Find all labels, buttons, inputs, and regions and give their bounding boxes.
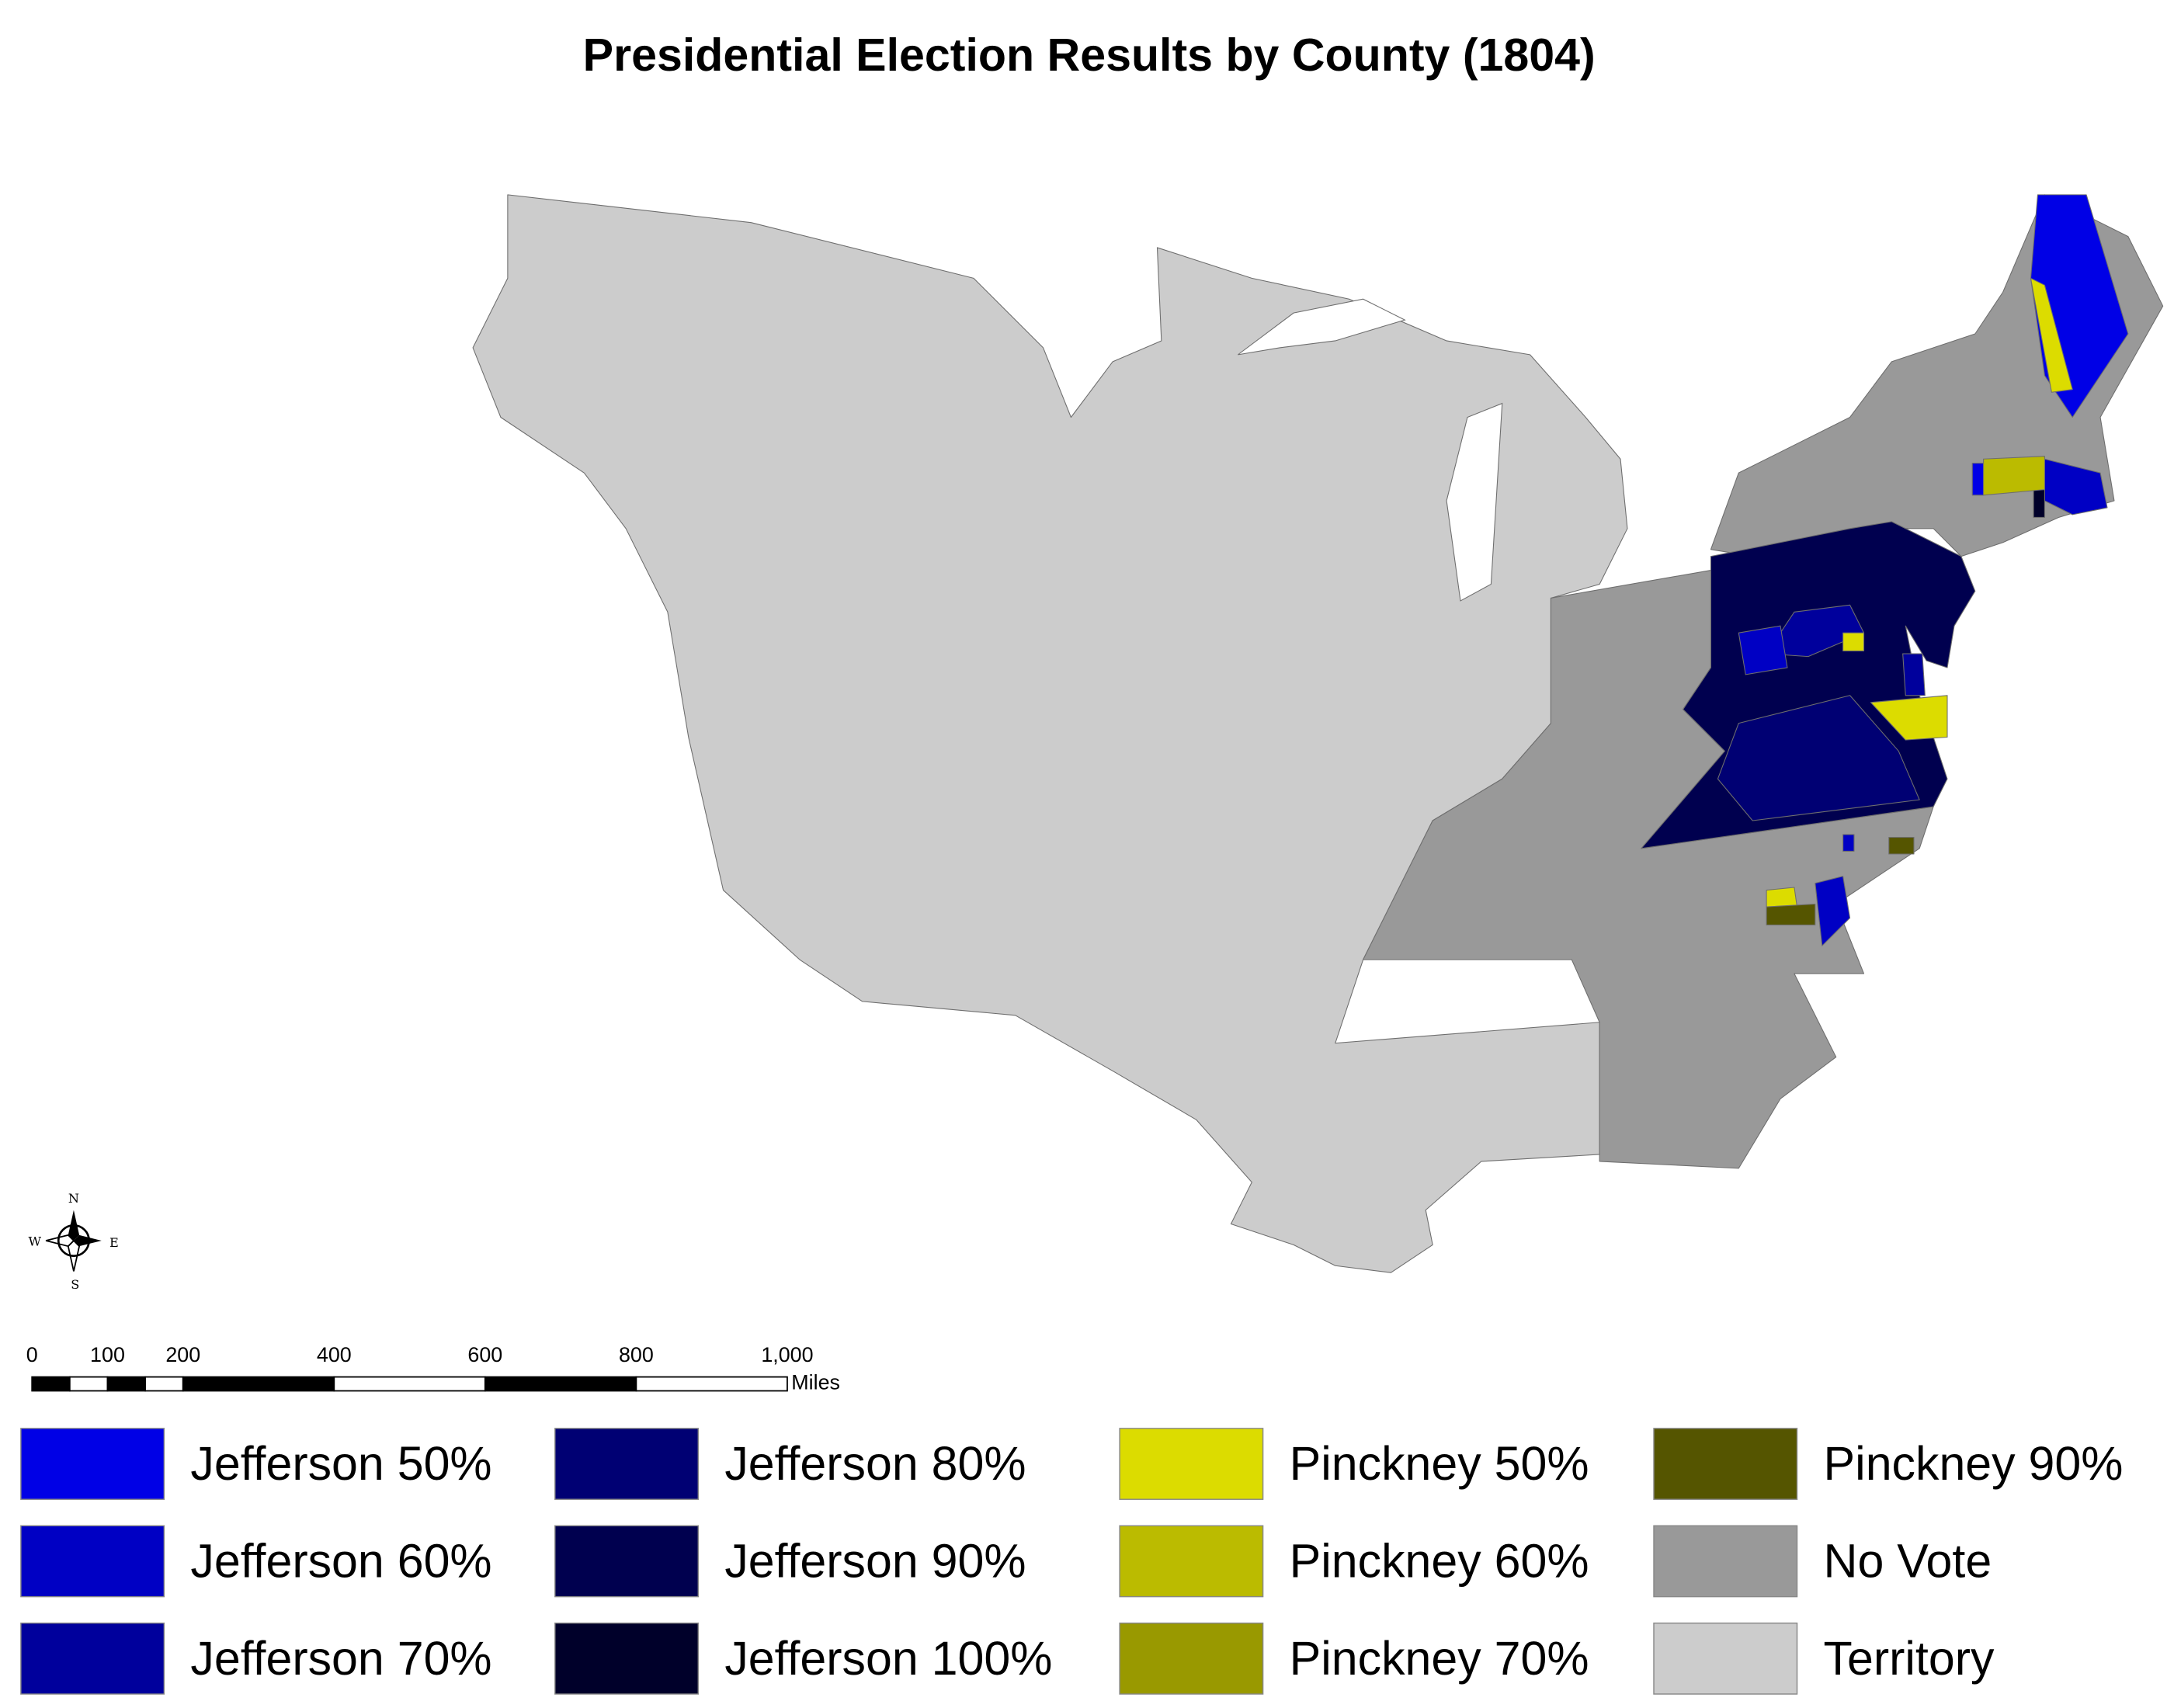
compass-west: W	[29, 1234, 42, 1248]
pinckney-pa-county	[1842, 632, 1865, 651]
scale-tick-label: 400	[317, 1343, 352, 1366]
scale-tick-label: 0	[26, 1343, 38, 1366]
jefferson-west-pa	[1738, 625, 1788, 675]
scale-tick-label: 100	[90, 1343, 125, 1366]
compass-rose: N E S W	[29, 1191, 119, 1292]
legend-swatch	[20, 1428, 165, 1500]
pinckney-maine	[2030, 277, 2073, 393]
legend-swatch	[1119, 1622, 1264, 1695]
compass-ring	[57, 1224, 90, 1258]
scale-tick-label: 800	[619, 1343, 654, 1366]
legend-label: Jefferson 50%	[190, 1437, 491, 1490]
jefferson-berkshire	[1971, 463, 1985, 496]
legend-label: No Vote	[1824, 1535, 1992, 1588]
legend-label: Jefferson 100%	[724, 1632, 1052, 1685]
scale-segment	[31, 1376, 71, 1392]
scale-segment	[144, 1376, 184, 1392]
legend-swatch	[1653, 1525, 1798, 1598]
legend-swatch	[1119, 1525, 1264, 1598]
lake-michigan	[1446, 402, 1503, 602]
scale-segment	[333, 1376, 486, 1392]
territory	[472, 194, 1628, 1273]
scale-segment	[106, 1376, 147, 1392]
jefferson-virginia	[1717, 695, 1920, 821]
pinckney-nc-yellow	[1766, 887, 1798, 908]
jefferson-rhode-island	[2033, 489, 2045, 519]
pinckney-massachusetts	[1983, 456, 2045, 496]
jefferson-nc-small	[1842, 834, 1855, 852]
legend-label: Territory	[1824, 1632, 1995, 1685]
pinckney-maryland	[1870, 695, 1948, 741]
jefferson-nc	[1815, 876, 1851, 946]
legend-swatch	[1653, 1622, 1798, 1695]
legend-swatch	[20, 1622, 165, 1695]
legend-swatch	[1653, 1428, 1798, 1500]
pinckney-nc-east	[1888, 836, 1915, 855]
legend-swatch	[1119, 1428, 1264, 1500]
scale-unit: Miles	[791, 1371, 840, 1394]
legend-swatch	[554, 1622, 700, 1695]
compass-north: N	[68, 1191, 79, 1206]
lake-superior	[1238, 298, 1406, 356]
compass-east: E	[109, 1235, 119, 1250]
scale-bar: Miles 0 100 200 400 600 800 1,000	[26, 1343, 840, 1394]
compass-south: S	[71, 1277, 79, 1292]
legend: Jefferson 50% Jefferson 60% Jefferson 70% J…	[20, 1428, 2124, 1695]
map-regions	[472, 194, 2164, 1273]
scale-segment	[484, 1376, 637, 1392]
legend-swatch	[554, 1428, 700, 1500]
scale-segment	[635, 1376, 788, 1392]
legend-swatch	[20, 1525, 165, 1598]
legend-label: Jefferson 60%	[190, 1535, 491, 1588]
legend-label: Pinckney 50%	[1290, 1437, 1589, 1490]
scale-segment	[68, 1376, 109, 1392]
legend-label: Pinckney 90%	[1824, 1437, 2124, 1490]
legend-swatch	[554, 1525, 700, 1598]
scale-segment	[182, 1376, 335, 1392]
legend-label: Jefferson 70%	[190, 1632, 491, 1685]
jefferson-delaware	[1902, 653, 1926, 696]
scale-tick-label: 600	[467, 1343, 502, 1366]
legend-label: Jefferson 90%	[724, 1535, 1026, 1588]
map-title: Presidential Election Results by County …	[583, 29, 1596, 81]
pinckney-nc	[1766, 903, 1816, 925]
legend-label: Pinckney 60%	[1290, 1535, 1589, 1588]
legend-label: Jefferson 80%	[724, 1437, 1026, 1490]
scale-tick-label: 1,000	[761, 1343, 813, 1366]
scale-tick-label: 200	[165, 1343, 200, 1366]
compass-needle	[73, 1234, 102, 1247]
legend-label: Pinckney 70%	[1290, 1632, 1589, 1685]
